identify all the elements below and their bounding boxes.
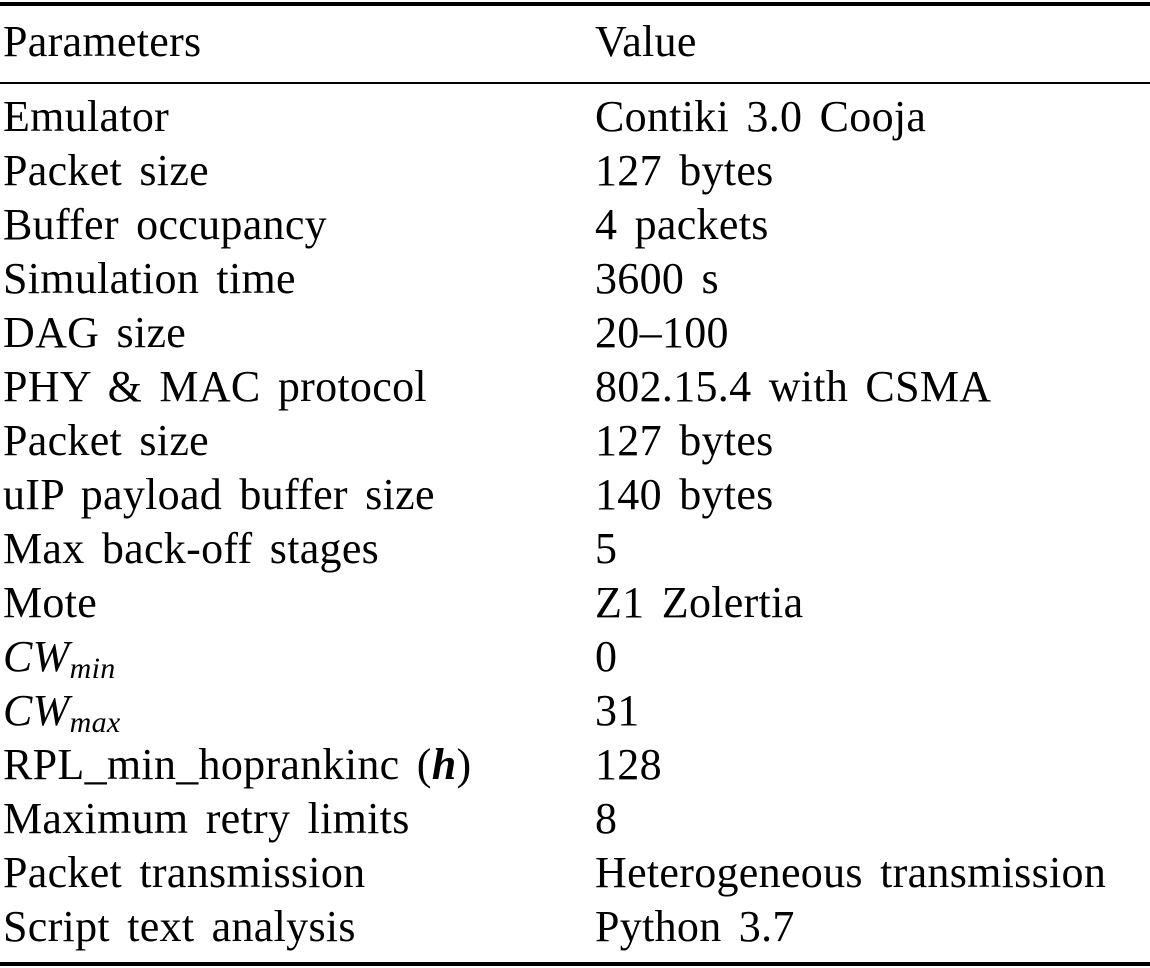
value-packet-size-2: 127 bytes: [595, 416, 774, 465]
param-maximum-retry-limits: Maximum retry limits: [3, 794, 410, 843]
top-rule: [0, 2, 1150, 6]
param-cw-min: CWmin: [3, 630, 116, 684]
param-buffer-occupancy: Buffer occupancy: [3, 200, 327, 249]
param-script-text-analysis: Script text analysis: [3, 902, 356, 951]
param-uip-payload-buffer-size: uIP payload buffer size: [3, 470, 435, 519]
value-cw-max: 31: [595, 686, 640, 735]
cw-min-base: CW: [3, 632, 70, 681]
value-cw-min: 0: [595, 632, 618, 681]
param-cw-max: CWmax: [3, 684, 121, 738]
param-packet-transmission: Packet transmission: [3, 848, 366, 897]
value-simulation-time: 3600 s: [595, 254, 719, 303]
value-mote: Z1 Zolertia: [595, 578, 804, 627]
value-rpl-min-hoprankinc: 128: [595, 740, 662, 789]
rpl-label-text: RPL_min_hoprankinc (: [3, 740, 432, 789]
value-phy-mac-protocol: 802.15.4 with CSMA: [595, 362, 992, 411]
param-mote: Mote: [3, 578, 98, 627]
value-script-text-analysis: Python 3.7: [595, 902, 795, 951]
cw-max-base: CW: [3, 686, 70, 735]
header-rule: [0, 82, 1150, 84]
value-emulator: Contiki 3.0 Cooja: [595, 92, 927, 141]
header-value: Value: [595, 17, 697, 66]
param-rpl-min-hoprankinc: RPL_min_hoprankinc (h): [3, 738, 471, 792]
value-max-backoff-stages: 5: [595, 524, 618, 573]
param-max-backoff-stages: Max back-off stages: [3, 524, 380, 573]
param-simulation-time: Simulation time: [3, 254, 296, 303]
value-dag-size: 20–100: [595, 308, 729, 357]
cw-min-subscript: min: [69, 652, 116, 685]
param-dag-size: DAG size: [3, 308, 187, 357]
value-packet-size: 127 bytes: [595, 146, 774, 195]
param-packet-size: Packet size: [3, 146, 209, 195]
cw-max-subscript: max: [69, 706, 121, 739]
value-packet-transmission: Heterogeneous transmission: [595, 848, 1107, 897]
value-uip-payload-buffer-size: 140 bytes: [595, 470, 774, 519]
value-maximum-retry-limits: 8: [595, 794, 618, 843]
value-buffer-occupancy: 4 packets: [595, 200, 769, 249]
rpl-label-close: ): [456, 740, 472, 789]
header-parameters: Parameters: [3, 17, 202, 66]
bottom-rule: [0, 962, 1150, 966]
param-packet-size-2: Packet size: [3, 416, 209, 465]
param-emulator: Emulator: [3, 92, 170, 141]
rpl-symbol-h: h: [431, 740, 457, 789]
param-phy-mac-protocol: PHY & MAC protocol: [3, 362, 427, 411]
